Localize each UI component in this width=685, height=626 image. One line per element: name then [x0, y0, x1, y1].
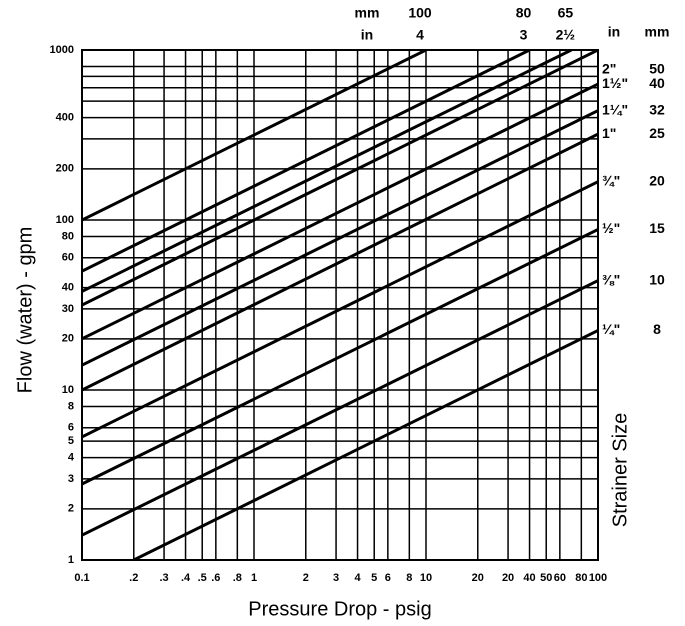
y-tick-label: 400: [56, 112, 74, 124]
x-tick-label: 0.1: [74, 572, 89, 584]
size-mm-label: 100: [408, 5, 432, 21]
size-in-label: ⅜": [602, 271, 620, 287]
size-mm-label: 80: [516, 5, 532, 21]
y-tick-label: 8: [68, 400, 74, 412]
y-tick-label: 10: [62, 384, 74, 396]
series-line: [82, 82, 598, 341]
x-tick-label: 6: [385, 572, 391, 584]
y-tick-label: 60: [62, 252, 74, 264]
x-tick-label: .8: [233, 572, 242, 584]
x-tick-label: 80: [575, 572, 587, 584]
size-in-label: 4: [416, 27, 424, 43]
x-tick-label: 100: [589, 572, 607, 584]
x-tick-label: 20: [472, 572, 484, 584]
y-tick-label: 5: [68, 435, 74, 447]
y-axis-label: Flow (water) - gpm: [14, 227, 36, 394]
size-in-label: 1": [602, 125, 616, 141]
x-tick-label: .3: [159, 572, 168, 584]
in-header-right: in: [608, 24, 620, 40]
x-tick-label: 20: [502, 572, 514, 584]
size-in-label: 3: [520, 27, 528, 43]
x-tick-label: 4: [354, 572, 361, 584]
size-in-label: 1¼": [602, 101, 628, 117]
x-tick-label: 50: [540, 572, 552, 584]
size-in-label: 2½: [556, 27, 576, 43]
size-in-label: ¼": [602, 321, 620, 337]
series-line: [82, 180, 598, 439]
y-tick-label: 30: [62, 303, 74, 315]
size-mm-label: 32: [649, 101, 665, 117]
x-tick-label: .5: [198, 572, 207, 584]
x-tick-label: 40: [523, 572, 535, 584]
series-line: [82, 50, 531, 273]
y-tick-label: 100: [56, 214, 74, 226]
labels: 0.1.2.3.4.5.6.8 1 2 3 4 5 6 8 10 20 20 40 50 60 80 1001…: [50, 5, 665, 584]
x-tick-label: 1: [251, 572, 257, 584]
series-line: [82, 50, 598, 307]
y-tick-label: 1000: [50, 44, 74, 56]
x-axis-label: Pressure Drop - psig: [248, 598, 431, 620]
grid: [81, 49, 599, 561]
legend-title: Strainer Size: [609, 413, 631, 528]
size-mm-label: 40: [649, 75, 665, 91]
series-line: [82, 109, 598, 367]
x-tick-label: 8: [406, 572, 412, 584]
size-in-label: 2": [602, 61, 616, 77]
series-line: [82, 50, 427, 222]
y-tick-label: 3: [68, 473, 74, 485]
x-tick-label: .4: [181, 572, 191, 584]
size-in-label: ¾": [602, 172, 620, 188]
series-line: [82, 132, 598, 392]
size-mm-label: 10: [649, 271, 665, 287]
size-mm-label: 65: [558, 5, 574, 21]
series-line: [82, 279, 598, 537]
x-tick-label: 10: [420, 572, 432, 584]
y-tick-label: 2: [68, 503, 74, 515]
size-in-label: 1½": [602, 75, 628, 91]
y-tick-label: 4: [68, 452, 75, 464]
x-tick-label: 60: [554, 572, 566, 584]
lines: [82, 50, 598, 560]
size-mm-label: 8: [653, 321, 661, 337]
x-tick-label: 2: [303, 572, 309, 584]
size-mm-label: 15: [649, 220, 665, 236]
x-tick-label: .2: [129, 572, 138, 584]
size-mm-label: 50: [649, 61, 665, 77]
series-line: [133, 329, 598, 560]
plot-frame: [81, 49, 599, 561]
in-header: in: [361, 27, 373, 43]
y-tick-label: 20: [62, 333, 74, 345]
series-line: [82, 228, 598, 486]
size-in-label: ½": [602, 220, 620, 236]
size-mm-label: 25: [649, 125, 665, 141]
series-line: [82, 50, 573, 293]
x-tick-label: 3: [333, 572, 339, 584]
y-tick-label: 1: [68, 554, 74, 566]
size-mm-label: 20: [649, 172, 665, 188]
y-tick-label: 6: [68, 422, 74, 434]
mm-header: mm: [355, 5, 380, 21]
y-tick-label: 200: [56, 163, 74, 175]
y-tick-label: 80: [62, 230, 74, 242]
x-tick-label: .6: [211, 572, 220, 584]
mm-header-right: mm: [645, 24, 670, 40]
x-tick-label: 5: [371, 572, 377, 584]
y-tick-label: 40: [62, 282, 74, 294]
